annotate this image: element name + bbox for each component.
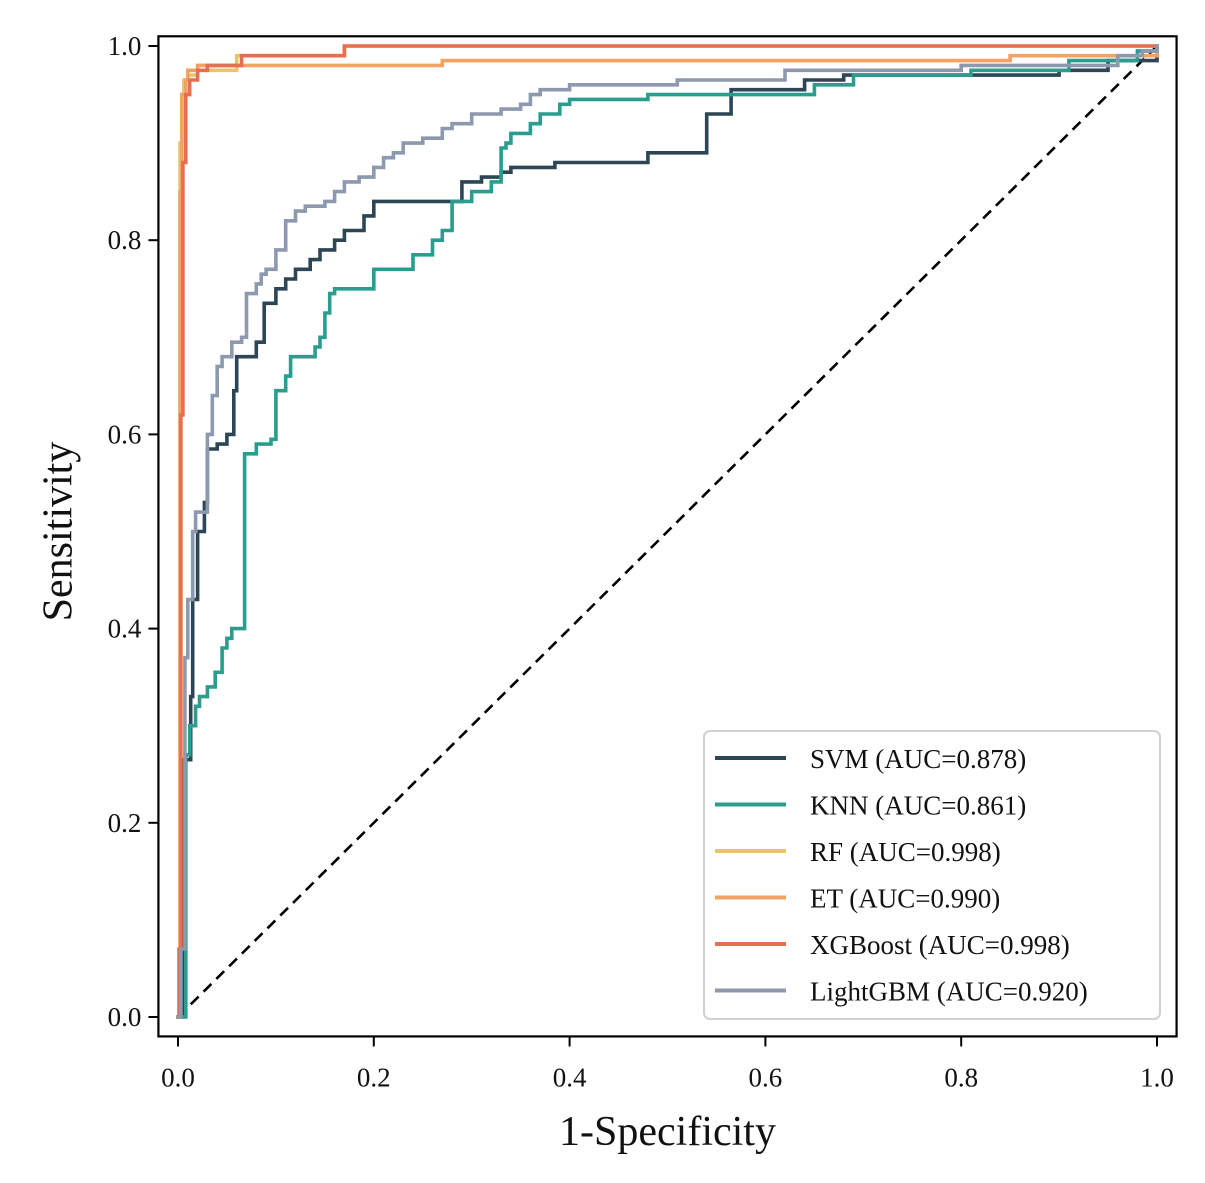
y-axis-ticks: 0.0 0.2 0.4 0.6 0.8 1.0 <box>108 31 159 1032</box>
legend-label: LightGBM (AUC=0.920) <box>810 977 1088 1007</box>
legend-label: RF (AUC=0.998) <box>810 837 1001 867</box>
y-tick-label: 0.0 <box>108 1002 142 1032</box>
x-tick-label: 0.2 <box>357 1062 391 1092</box>
legend-entry-et: ET (AUC=0.990) <box>715 884 1000 914</box>
roc-curves <box>176 44 1159 1019</box>
plot-area <box>176 44 1159 1019</box>
legend-entry-rf: RF (AUC=0.998) <box>715 837 1001 867</box>
roc-curve-lightgbm <box>176 44 1159 1019</box>
y-tick-label: 0.2 <box>108 808 142 838</box>
legend-label: ET (AUC=0.990) <box>810 884 1000 914</box>
legend-label: XGBoost (AUC=0.998) <box>810 930 1070 960</box>
legend-box <box>703 730 1161 1020</box>
y-tick-label: 0.4 <box>108 614 142 644</box>
legend-label: KNN (AUC=0.861) <box>810 791 1026 821</box>
roc-curve-knn <box>176 44 1159 1019</box>
x-axis-title: 1-Specificity <box>559 1109 776 1155</box>
x-tick-label: 0.8 <box>944 1062 978 1092</box>
chance-reference-line-group <box>177 45 1158 1018</box>
x-tick-label: 0.6 <box>749 1062 783 1092</box>
x-tick-label: 0.0 <box>161 1062 195 1092</box>
legend-entry-lightgbm: LightGBM (AUC=0.920) <box>715 977 1088 1007</box>
roc-curve-xgboost <box>176 44 1159 1019</box>
x-axis-ticks: 0.0 0.2 0.4 0.6 0.8 1.0 <box>161 1036 1174 1092</box>
legend-label: SVM (AUC=0.878) <box>810 744 1026 774</box>
y-tick-label: 0.6 <box>108 419 142 449</box>
y-axis-title: Sensitivity <box>36 442 82 622</box>
plot-frame <box>157 35 1178 1038</box>
y-tick-label: 0.8 <box>108 225 142 255</box>
x-tick-label: 1.0 <box>1140 1062 1174 1092</box>
y-tick-label: 1.0 <box>108 31 142 61</box>
legend-entry-knn: KNN (AUC=0.861) <box>715 791 1026 821</box>
legend-entry-xgboost: XGBoost (AUC=0.998) <box>715 930 1070 960</box>
legend-entry-svm: SVM (AUC=0.878) <box>715 744 1026 774</box>
legend: SVM (AUC=0.878) KNN (AUC=0.861) RF (AUC=0.… <box>703 730 1161 1020</box>
x-tick-label: 0.4 <box>553 1062 587 1092</box>
chance-reference-line <box>177 45 1158 1018</box>
